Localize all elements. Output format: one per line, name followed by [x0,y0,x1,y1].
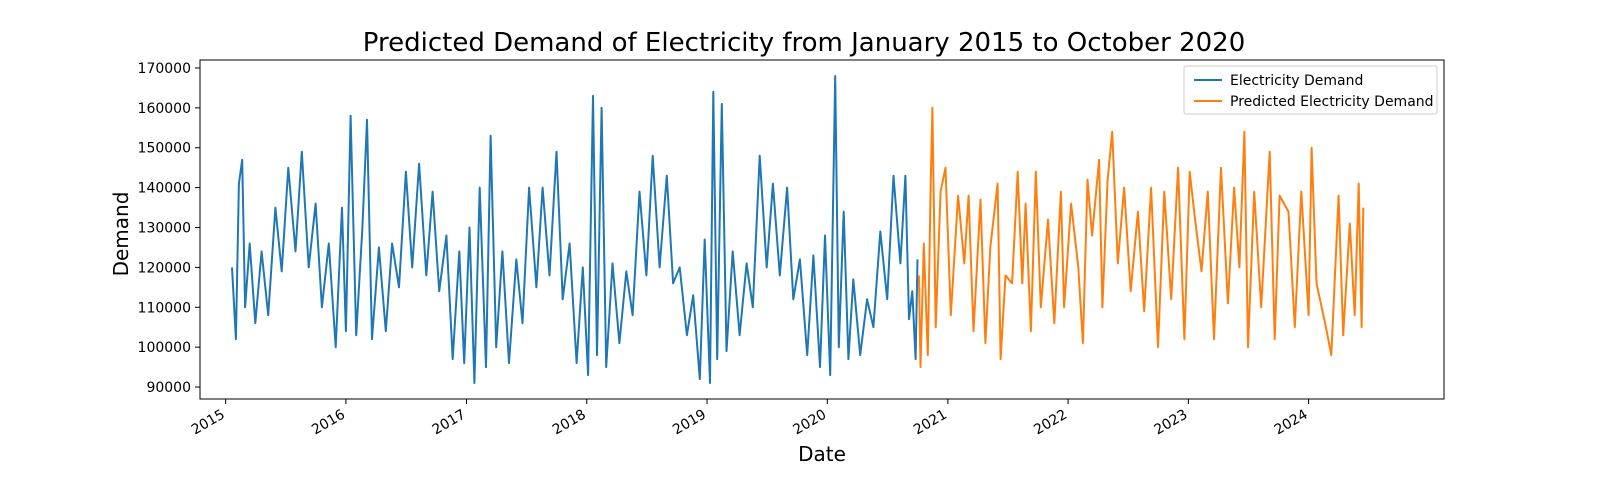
legend: Electricity Demand Predicted Electricity… [1183,65,1438,115]
y-tick-label: 110000 [138,300,191,316]
x-axis-label: Date [798,442,846,466]
y-tick-label: 90000 [146,380,191,396]
legend-label-electricity-demand: Electricity Demand [1230,73,1363,89]
series-layer [231,75,1365,384]
y-tick-label: 150000 [138,141,191,157]
legend-box [1183,65,1438,115]
legend-label-predicted-electricity-demand: Predicted Electricity Demand [1230,94,1434,110]
y-tick-label: 130000 [138,221,191,237]
y-tick-label: 100000 [138,340,191,356]
y-tick-label: 160000 [138,101,191,117]
y-tick-label: 120000 [138,260,191,276]
y-tick-label: 170000 [138,61,191,77]
y-axis-label: Demand [109,192,133,277]
y-tick-label: 140000 [138,181,191,197]
y-axis: 90000 100000 110000 120000 130000 140000 15000… [138,61,200,396]
series-line-predicted-electricity-demand [917,106,1365,369]
chart-title: Predicted Demand of Electricity from Jan… [363,28,1245,58]
series-line-electricity-demand [231,75,919,384]
